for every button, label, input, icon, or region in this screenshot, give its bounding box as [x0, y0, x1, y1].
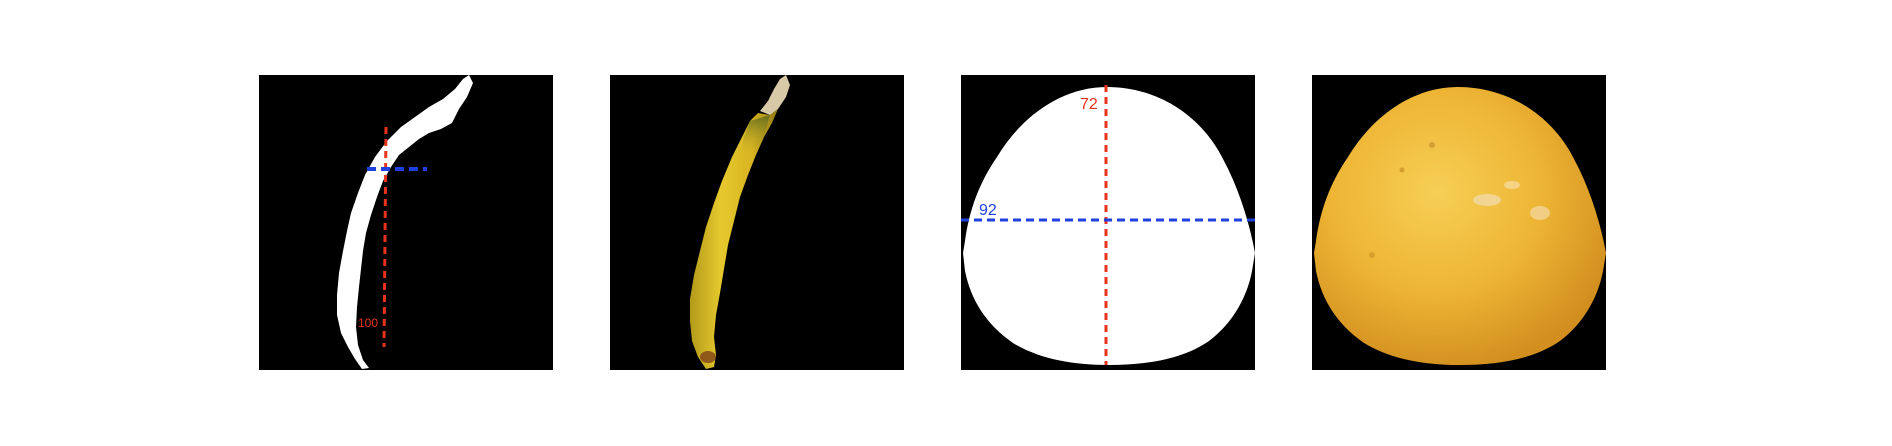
orange-dimple-3 — [1369, 252, 1375, 258]
banana-stem — [760, 75, 790, 115]
banana-mask-panel: 100 — [259, 75, 553, 370]
orange-photo-panel — [1312, 75, 1606, 370]
orange-height-label: 72 — [1080, 96, 1098, 113]
orange-mask-shape — [963, 87, 1255, 365]
orange-highlight-2 — [1530, 206, 1550, 220]
orange-mask-canvas: 72 92 — [961, 85, 1255, 365]
banana-height-label: 100 — [358, 316, 378, 330]
orange-photo-canvas — [1314, 87, 1606, 365]
orange-highlight-1 — [1473, 194, 1501, 206]
banana-photo-canvas — [690, 75, 790, 369]
orange-highlight-3 — [1504, 181, 1520, 189]
orange-body — [1314, 87, 1606, 365]
orange-dimple-1 — [1429, 142, 1435, 148]
banana-mask-shape — [337, 75, 473, 369]
banana-height-line — [382, 126, 388, 348]
banana-shade — [740, 115, 770, 155]
orange-dimple-2 — [1399, 167, 1405, 173]
banana-photo-panel — [610, 75, 904, 370]
banana-mask-canvas: 100 — [337, 75, 473, 369]
banana-tip-spots — [700, 351, 716, 363]
orange-mask-panel: 72 92 — [961, 75, 1255, 370]
banana-body — [690, 109, 778, 369]
orange-width-label: 92 — [979, 202, 997, 219]
